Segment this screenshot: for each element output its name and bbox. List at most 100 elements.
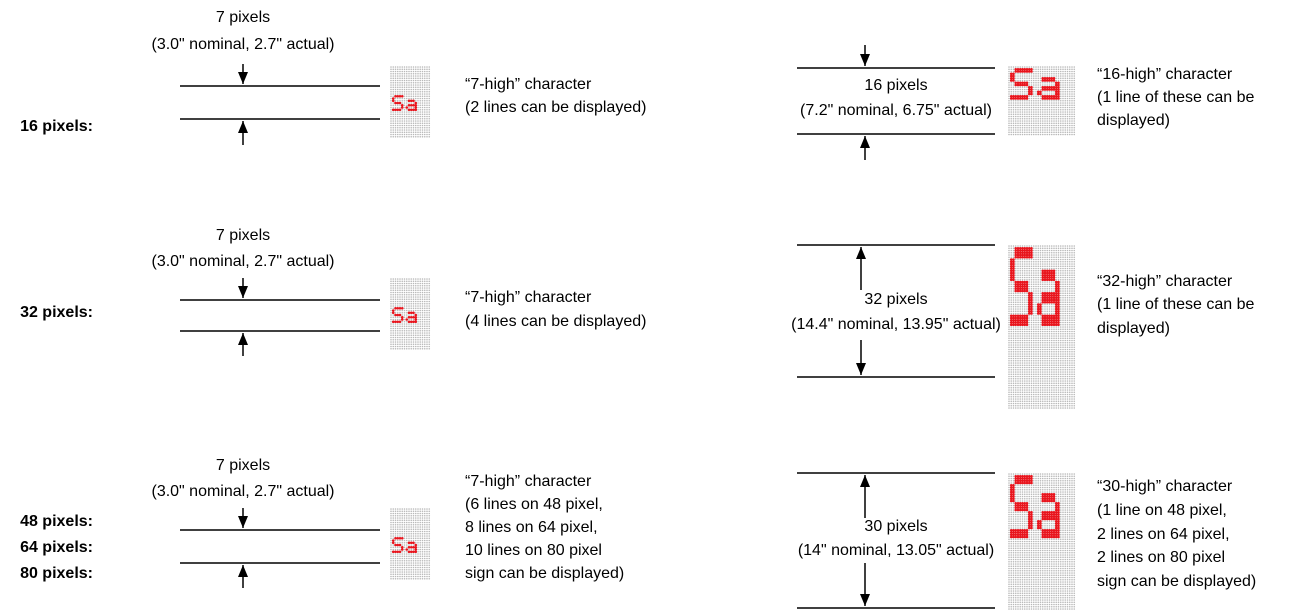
led-off xyxy=(399,526,401,528)
led-on xyxy=(1012,76,1015,80)
led-off xyxy=(412,512,415,515)
led-off xyxy=(426,77,428,80)
led-off xyxy=(394,97,397,100)
led-off xyxy=(394,539,397,542)
led-on xyxy=(1048,276,1051,279)
led-off xyxy=(390,77,392,80)
led-off xyxy=(1010,68,1013,71)
led-off xyxy=(408,555,410,558)
led-off xyxy=(1071,68,1073,71)
led-off xyxy=(1014,258,1017,261)
led-off xyxy=(1021,133,1024,136)
led-off xyxy=(1010,90,1013,93)
led-off xyxy=(1053,395,1055,398)
led-off xyxy=(403,323,406,325)
led-off xyxy=(1023,124,1026,127)
led-off xyxy=(408,88,410,91)
led-off xyxy=(390,104,392,107)
led-off xyxy=(1039,375,1042,378)
led-off xyxy=(410,343,413,346)
led-off xyxy=(410,521,413,524)
led-off xyxy=(1071,70,1073,73)
led-off xyxy=(390,510,392,513)
led-off xyxy=(410,338,413,341)
led-off xyxy=(401,120,404,122)
led-on xyxy=(1025,280,1029,284)
led-off xyxy=(414,72,417,75)
led-off xyxy=(1028,269,1031,272)
led-off xyxy=(403,108,406,111)
led-off xyxy=(1026,267,1028,270)
led-off xyxy=(1012,70,1015,73)
led-off xyxy=(401,77,404,80)
led-off xyxy=(426,523,428,526)
led-off xyxy=(1059,245,1062,247)
led-off xyxy=(1071,344,1073,346)
led-on xyxy=(407,99,411,103)
led-off xyxy=(412,302,415,305)
led-off xyxy=(1046,113,1049,116)
led-off xyxy=(1037,75,1040,77)
led-on xyxy=(1050,76,1054,80)
led-off xyxy=(1032,122,1035,125)
led-off xyxy=(1059,473,1062,475)
arrow xyxy=(856,247,866,290)
led-off xyxy=(1053,117,1055,120)
led-off xyxy=(417,508,419,510)
led-on xyxy=(1018,285,1022,288)
led-off xyxy=(412,343,415,346)
led-off xyxy=(392,117,395,120)
led-off xyxy=(1066,319,1069,322)
led-on xyxy=(1009,273,1013,277)
led-off xyxy=(1012,368,1015,371)
led-on xyxy=(396,108,400,112)
led-off xyxy=(399,329,401,332)
led-off xyxy=(419,539,422,542)
led-off xyxy=(1017,263,1019,265)
led-off xyxy=(390,305,392,307)
led-off xyxy=(1032,247,1035,250)
led-off xyxy=(1012,131,1015,134)
led-off xyxy=(1041,263,1044,265)
led-off xyxy=(1048,68,1051,71)
led-off xyxy=(428,573,431,576)
led-off xyxy=(403,282,406,285)
led-off xyxy=(392,523,395,526)
led-off xyxy=(1021,294,1024,297)
led-off xyxy=(405,341,408,343)
led-off xyxy=(1012,341,1015,344)
led-off xyxy=(401,327,404,330)
led-off xyxy=(1017,267,1019,270)
led-on xyxy=(1050,269,1054,273)
led-off xyxy=(421,97,424,100)
led-off xyxy=(426,311,428,314)
led-off xyxy=(1050,391,1053,394)
led-off xyxy=(408,537,410,540)
led-off xyxy=(426,99,428,102)
led-off xyxy=(1071,308,1073,310)
led-off xyxy=(396,305,399,307)
led-off xyxy=(1010,402,1013,405)
led-on xyxy=(1014,70,1018,73)
led-off xyxy=(1019,299,1022,301)
led-off xyxy=(1028,353,1031,355)
led-off xyxy=(412,307,415,310)
led-off xyxy=(1008,477,1010,480)
led-off xyxy=(1050,281,1053,283)
led-on xyxy=(1054,318,1058,322)
led-off xyxy=(1041,111,1044,113)
led-off xyxy=(1028,278,1031,281)
led-off xyxy=(1073,303,1076,306)
led-off xyxy=(1010,368,1013,371)
arrow xyxy=(860,563,870,606)
led-off xyxy=(1073,310,1076,313)
led-off xyxy=(419,126,422,129)
led-on xyxy=(1018,83,1022,87)
led-on xyxy=(1009,276,1013,279)
led-off xyxy=(1008,391,1010,394)
led-off xyxy=(428,347,431,350)
led-off xyxy=(1035,113,1037,116)
led-off xyxy=(1053,380,1055,382)
led-on xyxy=(1027,253,1031,257)
led-off xyxy=(403,79,406,82)
